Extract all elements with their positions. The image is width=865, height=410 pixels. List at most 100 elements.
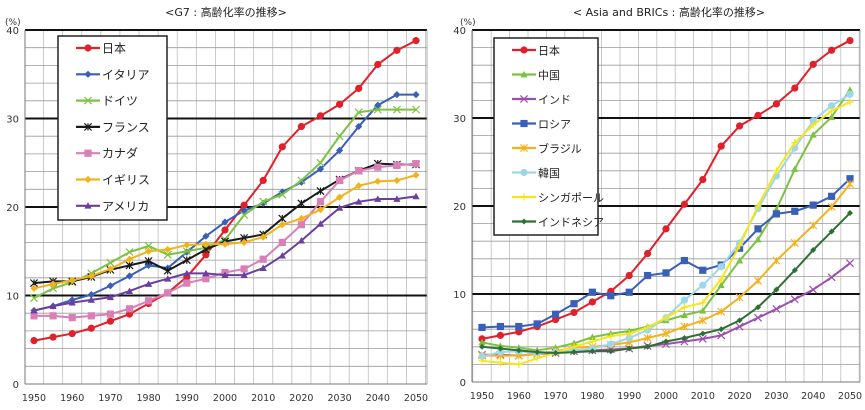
x-tick-label: 1980 bbox=[137, 393, 161, 404]
data-point bbox=[316, 220, 325, 227]
data-point bbox=[316, 165, 325, 173]
data-point bbox=[846, 98, 854, 106]
series-3 bbox=[478, 175, 854, 332]
data-point bbox=[182, 256, 191, 265]
data-point bbox=[202, 240, 210, 248]
data-point bbox=[698, 316, 707, 325]
data-point bbox=[478, 357, 486, 365]
data-point bbox=[588, 298, 597, 306]
x-tick-label: 2030 bbox=[328, 393, 352, 404]
data-point bbox=[680, 256, 688, 265]
data-point bbox=[278, 221, 286, 229]
legend-label: インド bbox=[538, 94, 571, 107]
data-point bbox=[374, 163, 382, 171]
data-point bbox=[772, 256, 781, 265]
data-point bbox=[736, 242, 744, 250]
data-point bbox=[221, 240, 229, 248]
legend-marker bbox=[520, 46, 528, 54]
legend-marker bbox=[84, 44, 92, 52]
data-point bbox=[412, 37, 420, 45]
data-point bbox=[240, 210, 249, 219]
data-point bbox=[772, 100, 781, 108]
data-point bbox=[29, 294, 39, 303]
legend-marker bbox=[520, 193, 528, 201]
data-point bbox=[643, 333, 652, 343]
data-point bbox=[754, 225, 762, 233]
data-point bbox=[735, 322, 744, 331]
y-tick-label: 0 bbox=[13, 380, 19, 391]
data-point bbox=[496, 348, 504, 356]
data-point bbox=[772, 167, 780, 175]
chart-title: < Asia and BRICs : 高齢化率の推移> bbox=[573, 5, 765, 19]
data-point bbox=[68, 298, 76, 306]
data-point bbox=[534, 349, 541, 356]
legend-label: 中国 bbox=[538, 69, 560, 82]
x-tick-label: 2000 bbox=[213, 393, 237, 404]
x-tick-label: 1960 bbox=[60, 393, 84, 404]
data-point bbox=[699, 299, 707, 307]
data-point bbox=[552, 349, 559, 356]
data-point bbox=[68, 314, 76, 322]
data-point bbox=[790, 238, 799, 247]
data-point bbox=[125, 305, 134, 313]
legend-marker bbox=[83, 96, 93, 105]
data-point bbox=[412, 171, 420, 179]
data-point bbox=[828, 113, 836, 120]
data-point bbox=[355, 198, 363, 205]
asia-brics-chart: < Asia and BRICs : 高齢化率の推移>(%)0102030401… bbox=[453, 5, 862, 402]
data-point bbox=[355, 182, 363, 190]
data-point bbox=[809, 131, 817, 138]
data-point bbox=[144, 241, 153, 250]
data-point bbox=[393, 161, 401, 170]
data-point bbox=[316, 198, 325, 206]
data-point bbox=[259, 176, 267, 185]
data-point bbox=[809, 285, 818, 294]
data-point bbox=[735, 293, 744, 302]
data-point bbox=[662, 314, 670, 322]
data-point bbox=[496, 322, 504, 331]
data-point bbox=[625, 330, 633, 338]
data-point bbox=[412, 192, 420, 200]
data-point bbox=[163, 266, 172, 275]
legend-marker bbox=[83, 122, 93, 131]
x-tick-label: 1980 bbox=[580, 391, 604, 402]
data-point bbox=[68, 276, 76, 285]
legend-marker bbox=[520, 70, 528, 78]
legend-marker bbox=[520, 168, 528, 177]
data-point bbox=[182, 247, 191, 256]
data-point bbox=[183, 241, 191, 249]
data-point bbox=[202, 251, 210, 259]
data-point bbox=[106, 317, 114, 325]
data-point bbox=[278, 252, 286, 259]
legend-marker bbox=[84, 175, 92, 184]
data-point bbox=[374, 177, 382, 185]
data-point bbox=[221, 218, 229, 226]
data-point bbox=[644, 249, 652, 258]
data-point bbox=[297, 178, 305, 186]
data-point bbox=[773, 286, 780, 293]
legend-label: イタリア bbox=[102, 68, 150, 82]
data-point bbox=[846, 175, 854, 183]
data-point bbox=[496, 331, 504, 339]
data-point bbox=[316, 187, 325, 196]
legend-label: インドネシア bbox=[538, 216, 604, 229]
data-point bbox=[809, 121, 817, 129]
data-point bbox=[754, 202, 762, 210]
data-point bbox=[68, 329, 76, 338]
data-point bbox=[570, 308, 578, 317]
data-point bbox=[374, 195, 382, 202]
data-point bbox=[49, 312, 57, 320]
data-point bbox=[278, 143, 286, 151]
data-point bbox=[846, 36, 854, 45]
data-point bbox=[791, 207, 799, 215]
legend-label: イギリス bbox=[102, 173, 150, 187]
data-point bbox=[240, 271, 248, 279]
x-tick-label: 1960 bbox=[507, 391, 531, 402]
data-point bbox=[662, 225, 670, 233]
x-tick-label: 2020 bbox=[289, 393, 313, 404]
data-point bbox=[202, 275, 210, 283]
data-point bbox=[125, 272, 134, 280]
